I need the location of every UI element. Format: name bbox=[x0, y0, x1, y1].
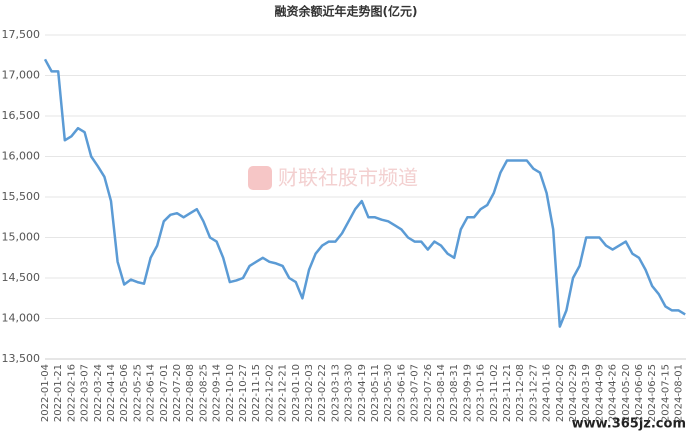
x-tick-label: 2023-08-31 bbox=[449, 364, 460, 422]
x-tick-label: 2022-04-14 bbox=[106, 364, 117, 422]
watermark: 财联社股市频道 bbox=[278, 166, 418, 190]
plot: 13,500 14,000 14,500 15,000 15,500 16,000 16,5… bbox=[2, 28, 686, 422]
chart-title: 融资余额近年走势图(亿元) bbox=[275, 4, 418, 19]
x-tick-label: 2024-01-16 bbox=[542, 364, 553, 422]
x-tick-label: 2022-07-20 bbox=[172, 364, 183, 422]
x-tick-label: 2023-07-26 bbox=[423, 364, 434, 422]
x-tick-label: 2022-01-21 bbox=[53, 364, 64, 422]
x-tick-label: 2022-08-25 bbox=[198, 364, 209, 422]
x-tick-label: 2024-06-06 bbox=[634, 364, 645, 422]
x-tick-label: 2023-12-27 bbox=[528, 364, 539, 422]
y-tick-label: 17,500 bbox=[2, 28, 41, 41]
y-tick-label: 14,500 bbox=[2, 271, 41, 284]
x-tick-label: 2022-06-14 bbox=[146, 364, 157, 422]
x-tick-label: 2023-02-03 bbox=[304, 364, 315, 422]
x-tick-label: 2024-06-25 bbox=[647, 364, 658, 422]
y-tick-label: 16,000 bbox=[2, 150, 41, 163]
x-tick-label: 2024-02-29 bbox=[568, 364, 579, 422]
x-tick-label: 2024-05-20 bbox=[621, 364, 632, 422]
y-tick-label: 13,500 bbox=[2, 352, 41, 365]
x-tick-label: 2023-03-13 bbox=[330, 364, 341, 422]
x-tick-label: 2023-10-16 bbox=[476, 364, 487, 422]
x-tick-label: 2023-05-11 bbox=[370, 364, 381, 422]
x-tick-label: 2022-08-08 bbox=[185, 364, 196, 422]
x-tick-label: 2023-06-16 bbox=[396, 364, 407, 422]
x-tick-label: 2022-11-15 bbox=[251, 364, 262, 422]
x-tick-label: 2022-05-06 bbox=[119, 364, 130, 422]
x-tick-label: 2022-03-07 bbox=[80, 364, 91, 422]
x-tick-label: 2022-10-27 bbox=[238, 364, 249, 422]
watermark-logo bbox=[248, 166, 272, 190]
x-tick-label: 2023-09-19 bbox=[462, 364, 473, 422]
y-tick-label: 16,500 bbox=[2, 109, 41, 122]
x-tick-label: 2022-05-25 bbox=[132, 364, 143, 422]
x-tick-label: 2023-11-02 bbox=[489, 364, 500, 422]
x-tick-label: 2023-12-08 bbox=[515, 364, 526, 422]
x-tick-label: 2023-07-07 bbox=[410, 364, 421, 422]
line-series bbox=[43, 58, 686, 328]
x-tick-label: 2023-04-19 bbox=[357, 364, 368, 422]
x-tick-label: 2024-04-09 bbox=[594, 364, 605, 422]
x-tick-label: 2022-03-24 bbox=[93, 364, 104, 422]
x-tick-label: 2022-07-01 bbox=[159, 364, 170, 422]
y-tick-label: 15,000 bbox=[2, 231, 41, 244]
x-tick-label: 2023-11-21 bbox=[502, 364, 513, 422]
y-tick-label: 17,000 bbox=[2, 69, 41, 82]
x-tick-label: 2022-01-04 bbox=[40, 364, 51, 422]
x-tick-label: 2024-03-19 bbox=[581, 364, 592, 422]
x-tick-label: 2022-12-21 bbox=[278, 364, 289, 422]
x-tick-label: 2024-04-26 bbox=[608, 364, 619, 422]
x-tick-label: 2024-02-02 bbox=[555, 364, 566, 422]
x-tick-label: 2023-01-10 bbox=[291, 364, 302, 422]
x-tick-label: 2023-02-22 bbox=[317, 364, 328, 422]
x-tick-label: 2023-08-14 bbox=[436, 364, 447, 422]
x-tick-label: 2024-08-01 bbox=[674, 364, 685, 422]
x-tick-label: 2023-03-30 bbox=[344, 364, 355, 422]
x-tick-label: 2022-10-10 bbox=[225, 364, 236, 422]
y-tick-label: 15,500 bbox=[2, 190, 41, 203]
x-tick-label: 2023-05-30 bbox=[383, 364, 394, 422]
x-tick-label: 2024-07-15 bbox=[660, 364, 671, 422]
y-tick-label: 14,000 bbox=[2, 312, 41, 325]
x-tick-label: 2022-09-14 bbox=[212, 364, 223, 422]
site-mark: www.365jz.com bbox=[572, 417, 686, 432]
x-tick-label: 2022-12-02 bbox=[264, 364, 275, 422]
x-tick-label: 2022-02-16 bbox=[66, 364, 77, 422]
